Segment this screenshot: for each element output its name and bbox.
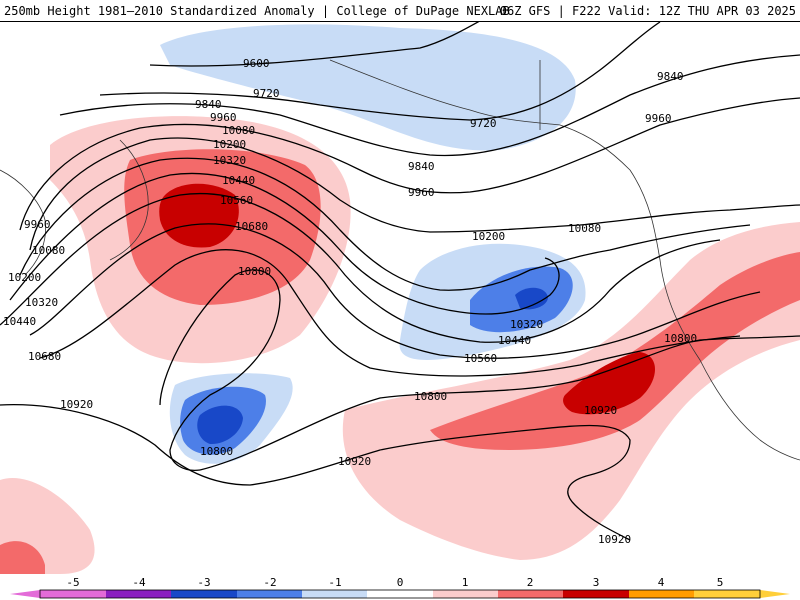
contour-label: 10440 <box>222 174 255 187</box>
contour-label: 9840 <box>195 98 222 111</box>
contour-label: 10320 <box>213 154 246 167</box>
colorbar-label: -5 <box>66 576 79 589</box>
contour-label: 10920 <box>338 455 371 468</box>
colorbar-label: -4 <box>132 576 146 589</box>
anomaly-colorbar: -5 -4 -3 -2 -1 0 1 2 3 4 5 <box>0 574 800 600</box>
contour-label: 10200 <box>472 230 505 243</box>
colorbar-label: 4 <box>658 576 665 589</box>
colorbar-swatch-neg4 <box>106 590 171 598</box>
contour-label: 10560 <box>464 352 497 365</box>
contour-label: 10920 <box>584 404 617 417</box>
anomaly-map: 9600 9720 9720 9840 9840 9840 9960 9960 … <box>0 22 800 574</box>
product-title: 250mb Height 1981–2010 Standardized Anom… <box>4 4 510 18</box>
contour-label: 9720 <box>253 87 280 100</box>
contour-label: 9840 <box>657 70 684 83</box>
colorbar-swatch-neg3 <box>171 590 237 598</box>
contour-label: 9960 <box>408 186 435 199</box>
colorbar-label: -2 <box>263 576 276 589</box>
colorbar-label: 5 <box>717 576 724 589</box>
map-header: 250mb Height 1981–2010 Standardized Anom… <box>0 0 800 22</box>
contour-label: 10800 <box>664 332 697 345</box>
colorbar-label: -3 <box>197 576 210 589</box>
contour-label: 10080 <box>32 244 65 257</box>
colorbar-swatch-pos4 <box>629 590 694 598</box>
contour-label: 9960 <box>210 111 237 124</box>
contour-label: 10200 <box>8 271 41 284</box>
contour-label: 9960 <box>24 218 51 231</box>
contour-label: 9600 <box>243 57 270 70</box>
colorbar-swatch-neutral <box>367 590 433 598</box>
contour-label: 10440 <box>3 315 36 328</box>
contour-label: 10560 <box>220 194 253 207</box>
contour-label: 10800 <box>414 390 447 403</box>
colorbar-label: 0 <box>397 576 404 589</box>
colorbar-swatch-neg5 <box>40 590 106 598</box>
contour-label: 10200 <box>213 138 246 151</box>
contour-label: 10800 <box>238 265 271 278</box>
contour-label: 10680 <box>28 350 61 363</box>
contour-label: 10320 <box>510 318 543 331</box>
colorbar-label: -1 <box>328 576 341 589</box>
colorbar-swatch-neg2 <box>237 590 302 598</box>
colorbar-swatch-pos3 <box>563 590 629 598</box>
contour-label: 9960 <box>645 112 672 125</box>
contour-label: 10800 <box>200 445 233 458</box>
colorbar-swatch-pos5 <box>694 590 760 598</box>
contour-label: 10080 <box>568 222 601 235</box>
contour-label: 10440 <box>498 334 531 347</box>
contour-label: 9720 <box>470 117 497 130</box>
colorbar-swatch-pos2 <box>498 590 563 598</box>
colorbar-label: 2 <box>527 576 534 589</box>
contour-label: 10680 <box>235 220 268 233</box>
colorbar-swatch-pos1 <box>433 590 498 598</box>
contour-label: 10920 <box>598 533 631 546</box>
colorbar-swatches <box>10 590 790 598</box>
contour-label: 10320 <box>25 296 58 309</box>
contour-label: 10920 <box>60 398 93 411</box>
colorbar-swatch-neg1 <box>302 590 367 598</box>
contour-label: 10080 <box>222 124 255 137</box>
contour-label: 9840 <box>408 160 435 173</box>
colorbar-label: 1 <box>462 576 469 589</box>
valid-time-title: 06Z GFS | F222 Valid: 12Z THU APR 03 202… <box>500 4 796 18</box>
colorbar-label: 3 <box>593 576 600 589</box>
